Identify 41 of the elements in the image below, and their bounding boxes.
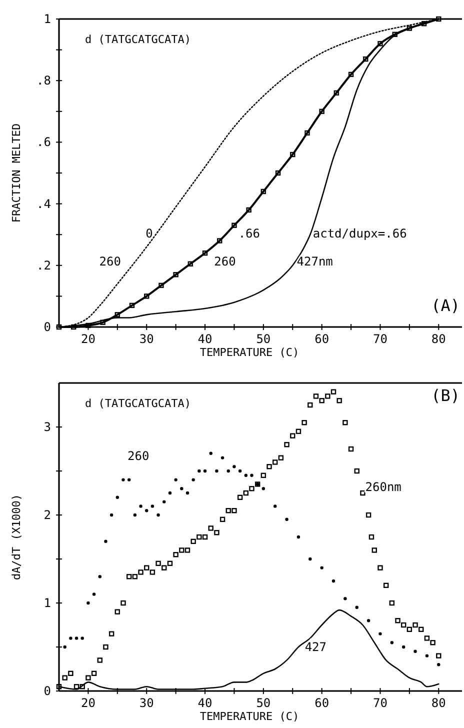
annotation: d (TATGCATGCATA) [85,397,191,410]
y-tick-label: .6 [36,135,51,150]
x-tick-label: 20 [80,696,96,710]
x-tick-label: 40 [198,332,212,346]
y-tick-label: 0 [44,320,51,334]
x-tick-label: 30 [139,696,154,710]
x-tick-label: 70 [373,696,388,710]
annotation: 260nm [365,480,402,494]
y-tick-label: .8 [36,74,51,88]
x-tick-label: 50 [256,332,271,346]
annotation: (A) [431,296,460,315]
annotation: 260 [214,254,236,268]
x-tick-label: 50 [256,696,271,710]
x-tick-label: 80 [431,332,446,346]
x-tick-label: 20 [80,332,96,346]
annotation: 260 [99,254,121,268]
x-tick-label: 60 [314,696,330,710]
y-tick-label: 3 [44,420,51,434]
x-tick-label: 80 [431,696,446,710]
y-tick-label: 1 [44,12,51,26]
y-axis-title: FRACTION MELTED [10,123,23,223]
annotation: d (TATGCATGCATA) [85,33,191,46]
annotation: 0 [146,226,153,241]
annotation: 260 [128,449,150,463]
y-tick-label: .2 [36,258,51,272]
y-axis-title: dA/dT (X1000) [10,494,23,580]
x-axis-title: TEMPERATURE (C) [200,710,300,723]
annotation: actd/dupx=.66 [312,226,407,241]
annotation: 427 [304,640,327,654]
x-tick-label: 70 [373,332,388,346]
y-tick-label: 2 [44,508,51,522]
x-tick-label: 40 [198,696,212,710]
y-tick-label: 1 [44,596,51,610]
x-tick-label: 60 [314,332,330,346]
x-axis-title: TEMPERATURE (C) [200,346,300,359]
annotation: 427nm [296,254,333,268]
annotation: (B) [431,386,460,405]
x-tick-label: 30 [139,332,154,346]
y-tick-label: 0 [44,684,51,698]
annotation: .66 [238,226,260,241]
y-tick-label: .4 [36,196,51,211]
